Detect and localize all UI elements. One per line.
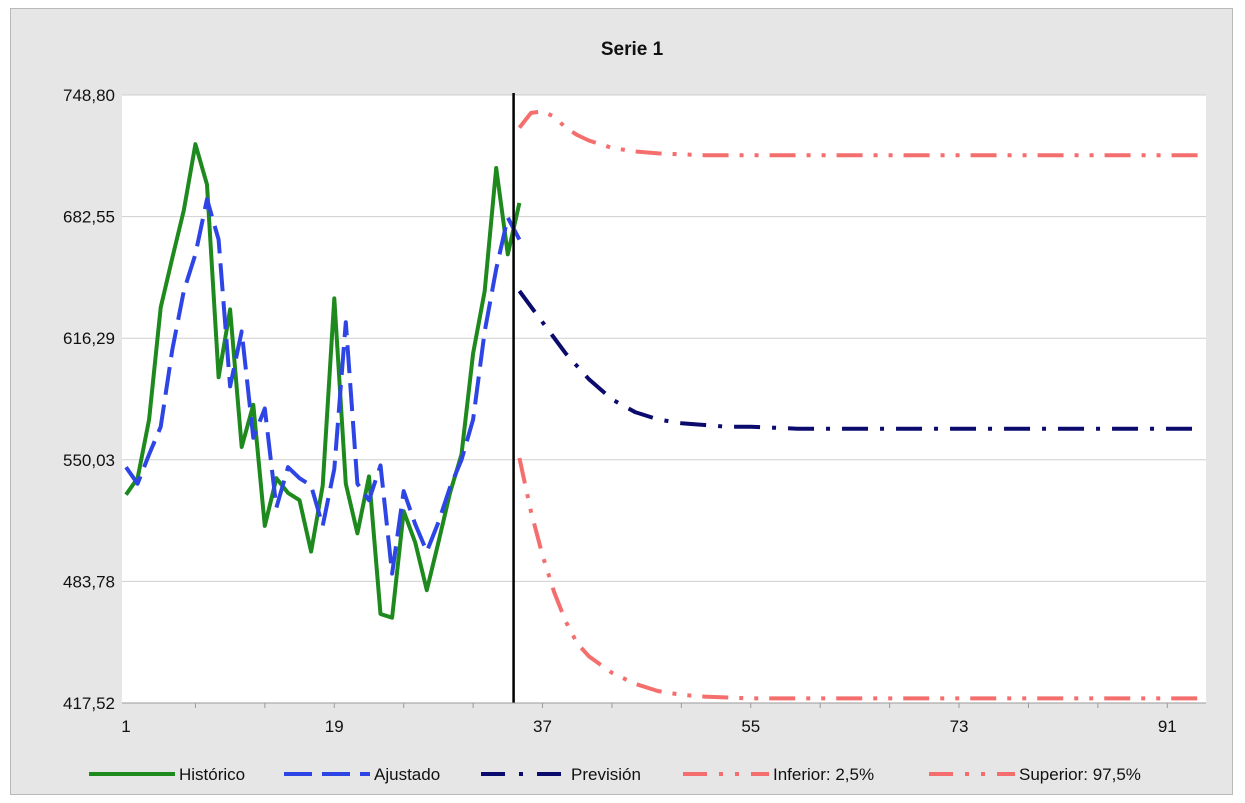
gridlines	[122, 94, 1206, 582]
series-line-superior-97-5	[517, 109, 1202, 158]
legend-label: Histórico	[179, 765, 245, 784]
x-tick-label: 19	[325, 717, 344, 736]
y-tick-label: 616,29	[63, 329, 115, 348]
y-tick-label: 417,52	[63, 694, 115, 713]
series-line-inferior-2-5	[517, 457, 1202, 701]
x-tick-label: 37	[533, 717, 552, 736]
series-line-ajustado	[124, 197, 522, 576]
y-tick-label: 748,80	[63, 86, 115, 105]
x-tick-label: 55	[741, 717, 760, 736]
legend: Histórico Ajustado Previsión Inferior: 2,5%…	[89, 765, 1141, 784]
chart-title: Serie 1	[601, 39, 664, 60]
y-tick-label: 682,55	[63, 208, 115, 227]
x-tick-label: 73	[950, 717, 969, 736]
y-axis-labels: 417,52 483,78 550,03 616,29 682,55 748,80	[63, 86, 115, 713]
legend-label: Superior: 97,5%	[1019, 765, 1141, 784]
y-tick-label: 483,78	[63, 572, 115, 591]
x-tick-label: 1	[121, 717, 130, 736]
legend-label: Ajustado	[374, 765, 440, 784]
x-axis-labels: 1 19 37 55 73 91	[121, 717, 1176, 736]
series-line-hist-rico	[124, 142, 522, 620]
line-chart: 417,52 483,78 550,03 616,29 682,55 748,80 1 19…	[63, 39, 1206, 784]
series-line-previsi-n	[517, 289, 1202, 431]
series-lines	[124, 109, 1202, 701]
legend-label: Inferior: 2,5%	[773, 765, 874, 784]
plot-area	[122, 95, 1206, 703]
legend-label: Previsión	[571, 765, 641, 784]
x-axis-ticks	[194, 703, 1168, 708]
chart-area: 417,52 483,78 550,03 616,29 682,55 748,80 1 19…	[10, 8, 1233, 795]
y-tick-label: 550,03	[63, 451, 115, 470]
x-tick-label: 91	[1158, 717, 1177, 736]
